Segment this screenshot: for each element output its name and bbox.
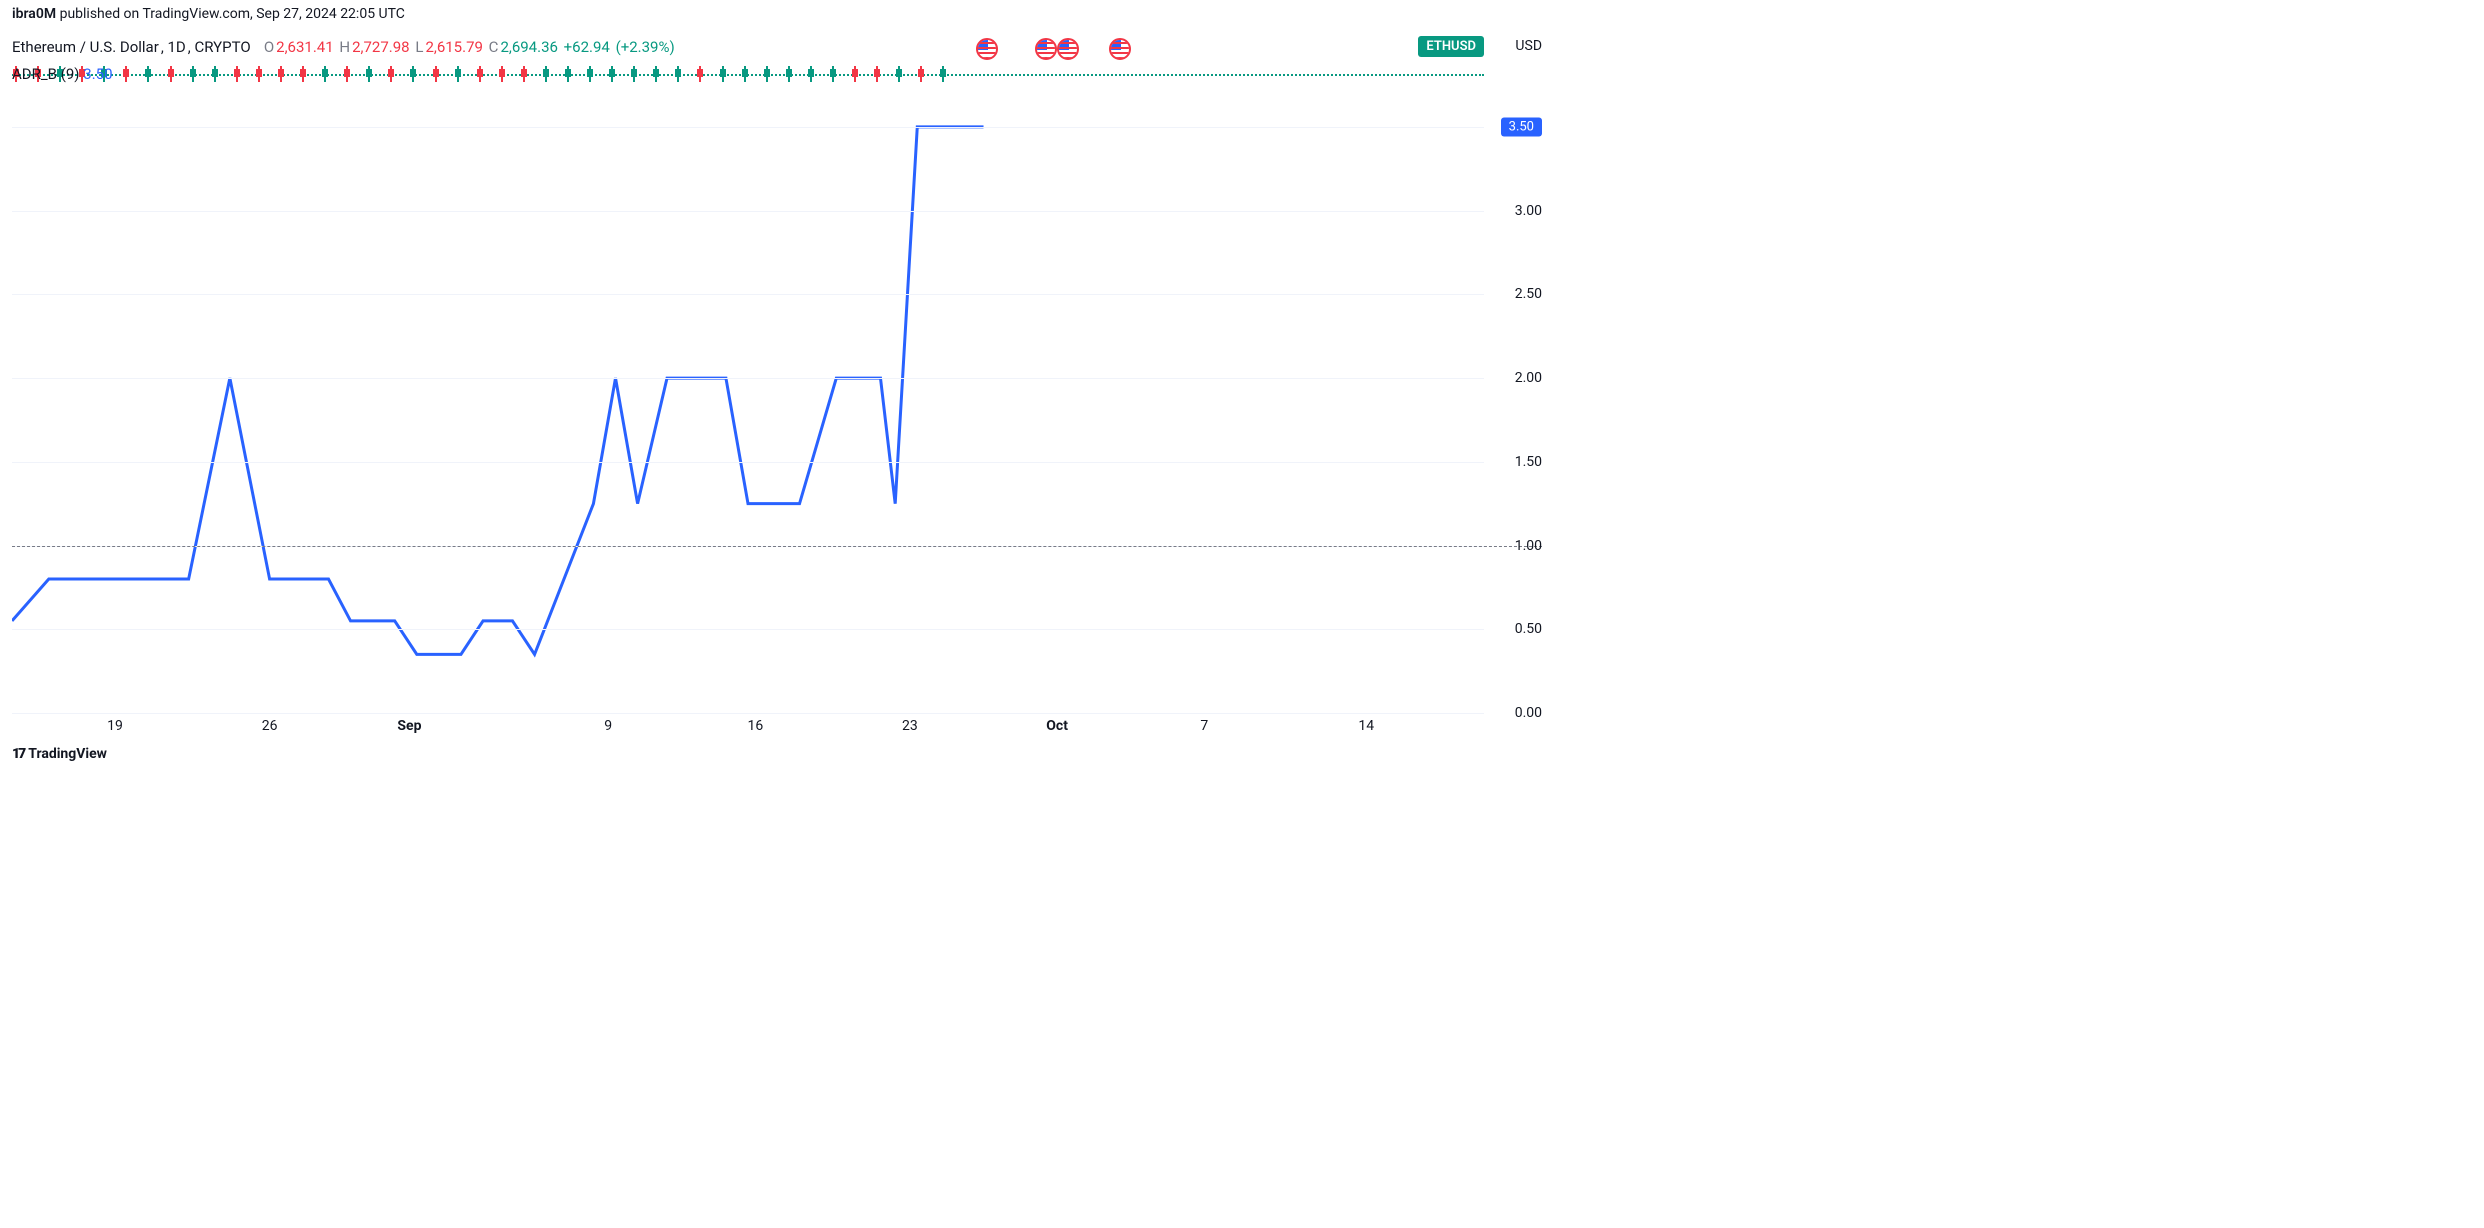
candle [564,69,572,77]
ohlc-low: 2,615.79 [425,38,483,56]
symbol-badge[interactable]: ETHUSD [1418,36,1484,57]
y-tick-label: 1.50 [1515,454,1542,470]
x-tick-label: 19 [107,718,123,734]
y-tick-label: 1.00 [1515,538,1542,554]
tv-logo-text: TradingView [28,746,107,762]
candle [189,69,197,77]
candle [630,69,638,77]
ohlc-high: 2,727.98 [352,38,410,56]
symbol-interval: 1D [168,38,186,56]
current-value-badge: 3.50 [1501,117,1542,136]
candle [343,69,351,77]
x-tick-label: 23 [902,718,918,734]
candle [696,69,704,77]
candle [409,69,417,77]
y-tick-label: 2.50 [1515,286,1542,302]
economic-event-icon[interactable] [1057,38,1079,60]
candle [542,69,550,77]
publish-header: ibra0M published on TradingView.com, Sep… [0,0,1554,28]
x-tick-label: 16 [747,718,763,734]
grid-line [12,378,1484,379]
candle [233,69,241,77]
candle [520,69,528,77]
indicator-param: (9) [61,65,80,83]
candle [608,69,616,77]
publisher-name: ibra0M [12,6,56,22]
candle [807,69,815,77]
y-tick-label: 3.00 [1515,203,1542,219]
candle [365,69,373,77]
x-axis[interactable]: 19 26 Sep 9 16 23 Oct 7 14 [12,718,1484,738]
currency-label: USD [1515,38,1542,54]
symbol-legend[interactable]: Ethereum / U.S. Dollar, 1D, CRYPTO O2,63… [12,38,677,56]
grid-line [12,211,1484,212]
candlestick-strip [12,63,1484,93]
indicator-name: ADR_B [12,65,57,83]
candle [211,69,219,77]
candle [299,69,307,77]
candle [652,69,660,77]
grid-line [12,127,1484,128]
tv-logo-icon: 17 [12,746,24,762]
candle [785,69,793,77]
candle [498,69,506,77]
ohlc-close: 2,694.36 [500,38,558,56]
candle [277,69,285,77]
x-tick-label: Sep [397,718,421,734]
indicator-line [12,85,1484,713]
candle [763,69,771,77]
candle [586,69,594,77]
symbol-exchange: CRYPTO [194,38,250,56]
grid-line [12,294,1484,295]
reference-line [12,546,1542,547]
y-tick-label: 2.00 [1515,370,1542,386]
candle [144,69,152,77]
y-tick-label: 0.50 [1515,621,1542,637]
x-tick-label: 14 [1358,718,1374,734]
candle [255,69,263,77]
ohlc-change: +62.94 [564,38,610,56]
candle [741,69,749,77]
y-axis[interactable]: 0.000.501.001.502.002.503.003.503.50 [1492,85,1542,713]
chart-top-bar: Ethereum / U.S. Dollar, 1D, CRYPTO O2,63… [0,28,1554,68]
candle [674,69,682,77]
candle [321,69,329,77]
grid-line [12,462,1484,463]
candle [454,69,462,77]
candle [917,69,925,77]
publish-info: published on TradingView.com, Sep 27, 20… [60,6,405,22]
economic-event-icon[interactable] [1109,38,1131,60]
economic-event-icon[interactable] [976,38,998,60]
candle [829,69,837,77]
candle [167,69,175,77]
x-tick-label: 9 [604,718,612,734]
candle [122,69,130,77]
grid-line [12,713,1484,714]
candle [476,69,484,77]
candle [719,69,727,77]
grid-line [12,629,1484,630]
ohlc-change-pct: (+2.39%) [616,38,675,56]
candle [432,69,440,77]
tradingview-watermark[interactable]: 17 TradingView [12,746,107,762]
y-tick-label: 0.00 [1515,705,1542,721]
candle [387,69,395,77]
x-tick-label: Oct [1046,718,1068,734]
candle [851,69,859,77]
symbol-pair: Ethereum / U.S. Dollar [12,38,159,56]
x-tick-label: 7 [1200,718,1208,734]
candle [873,69,881,77]
indicator-chart-pane[interactable] [12,85,1484,713]
indicator-legend[interactable]: ADR_B (9) 3.50 [12,65,113,83]
candle [939,69,947,77]
economic-event-icon[interactable] [1035,38,1057,60]
indicator-value: 3.50 [83,65,112,83]
candle [895,69,903,77]
ohlc-open: 2,631.41 [276,38,334,56]
x-tick-label: 26 [262,718,278,734]
